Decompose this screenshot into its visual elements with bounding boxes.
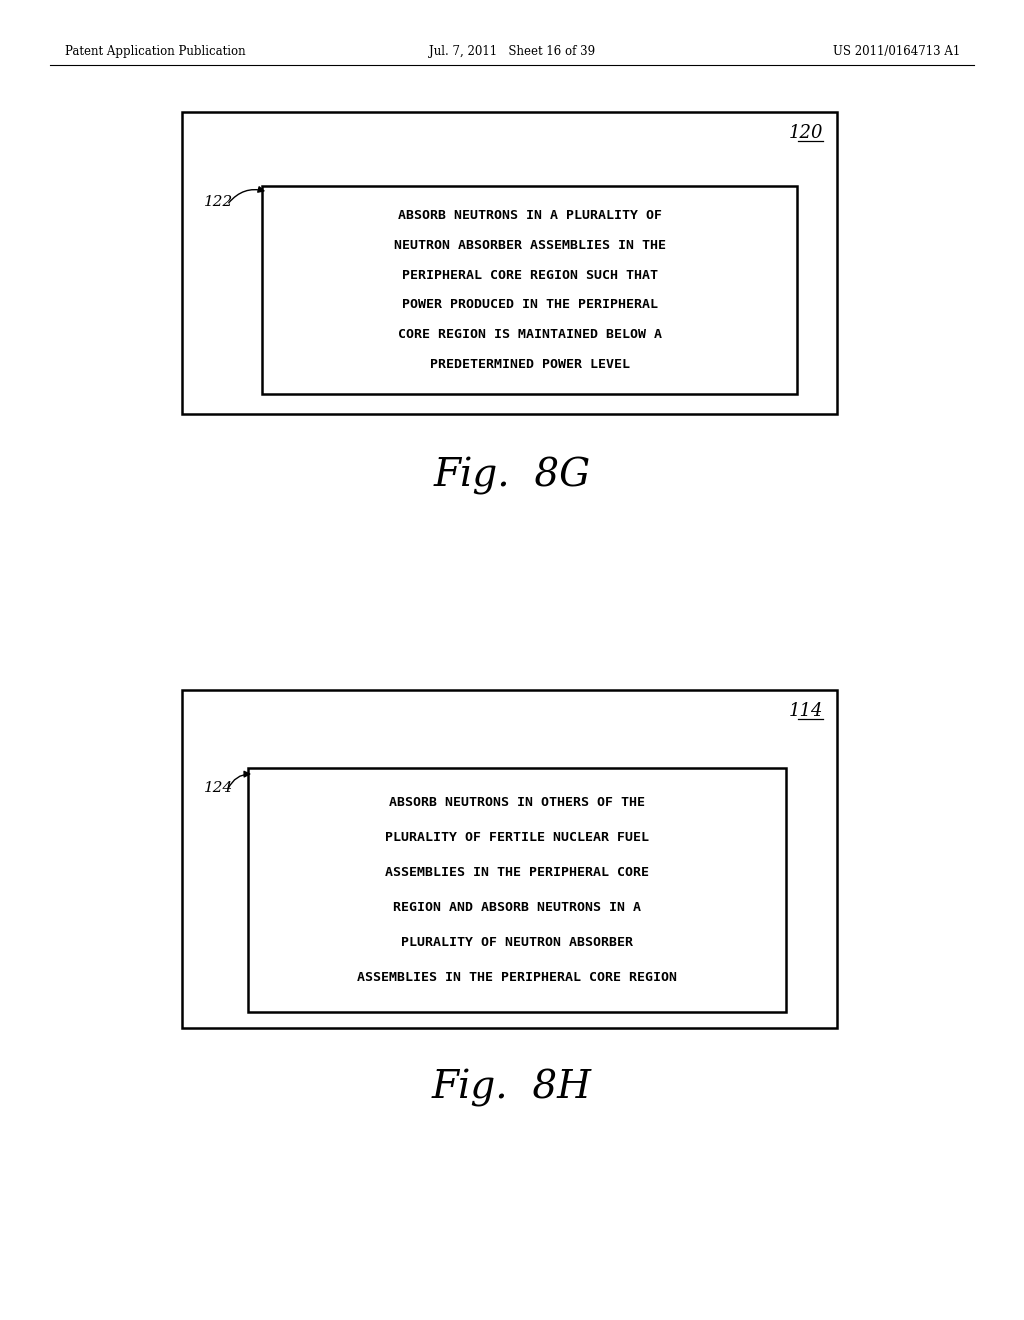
Text: ASSEMBLIES IN THE PERIPHERAL CORE: ASSEMBLIES IN THE PERIPHERAL CORE <box>385 866 649 879</box>
Text: PLURALITY OF FERTILE NUCLEAR FUEL: PLURALITY OF FERTILE NUCLEAR FUEL <box>385 832 649 845</box>
Bar <box>248 768 786 1012</box>
Text: PLURALITY OF NEUTRON ABSORBER: PLURALITY OF NEUTRON ABSORBER <box>401 936 633 949</box>
Text: Fig.  8H: Fig. 8H <box>432 1069 592 1107</box>
Text: POWER PRODUCED IN THE PERIPHERAL: POWER PRODUCED IN THE PERIPHERAL <box>401 298 657 312</box>
Text: ASSEMBLIES IN THE PERIPHERAL CORE REGION: ASSEMBLIES IN THE PERIPHERAL CORE REGION <box>357 970 677 983</box>
Text: 120: 120 <box>788 124 823 143</box>
Bar <box>262 186 797 393</box>
Text: 114: 114 <box>788 702 823 719</box>
Text: Patent Application Publication: Patent Application Publication <box>65 45 246 58</box>
Text: Fig.  8G: Fig. 8G <box>433 457 591 495</box>
Bar <box>182 112 837 414</box>
Text: 122: 122 <box>204 195 233 209</box>
Text: ABSORB NEUTRONS IN OTHERS OF THE: ABSORB NEUTRONS IN OTHERS OF THE <box>389 796 645 809</box>
Text: ABSORB NEUTRONS IN A PLURALITY OF: ABSORB NEUTRONS IN A PLURALITY OF <box>397 209 662 222</box>
Text: PERIPHERAL CORE REGION SUCH THAT: PERIPHERAL CORE REGION SUCH THAT <box>401 269 657 281</box>
Text: PREDETERMINED POWER LEVEL: PREDETERMINED POWER LEVEL <box>429 358 630 371</box>
Text: NEUTRON ABSORBER ASSEMBLIES IN THE: NEUTRON ABSORBER ASSEMBLIES IN THE <box>393 239 666 252</box>
Text: Jul. 7, 2011   Sheet 16 of 39: Jul. 7, 2011 Sheet 16 of 39 <box>429 45 595 58</box>
Bar <box>182 690 837 1028</box>
Text: 124: 124 <box>204 781 233 795</box>
Text: CORE REGION IS MAINTAINED BELOW A: CORE REGION IS MAINTAINED BELOW A <box>397 329 662 341</box>
Text: US 2011/0164713 A1: US 2011/0164713 A1 <box>833 45 961 58</box>
Text: REGION AND ABSORB NEUTRONS IN A: REGION AND ABSORB NEUTRONS IN A <box>393 902 641 913</box>
